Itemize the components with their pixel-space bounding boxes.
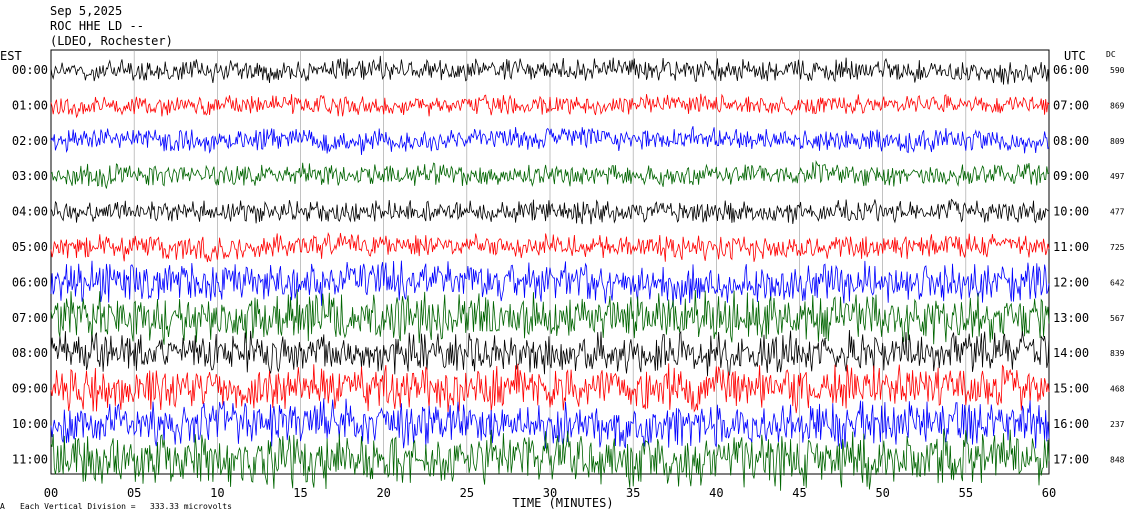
trace-line — [50, 126, 1050, 156]
utc-time-label: 16:00 — [1053, 417, 1089, 431]
est-time-label: 04:00 — [12, 205, 48, 219]
est-time-label: 01:00 — [12, 98, 48, 112]
trace-line — [50, 363, 1050, 414]
trace-line — [50, 232, 1050, 263]
dc-value-label: 809 — [1110, 137, 1125, 146]
est-time-label: 05:00 — [12, 240, 48, 254]
dc-value-label: 497 — [1110, 172, 1125, 181]
utc-time-label: 15:00 — [1053, 382, 1089, 396]
trace-line — [50, 398, 1050, 449]
trace-group — [50, 55, 1050, 491]
x-tick-group: 00 05 10 15 20 25 30 35 40 45 50 55 60 — [44, 486, 1056, 500]
dc-value-label: 468 — [1110, 385, 1125, 394]
dc-value-label: 642 — [1110, 278, 1125, 287]
row-label-group: 00:00 06:00 590 01:00 07:00 869 02:00 08:00 809 0… — [12, 63, 1125, 466]
x-axis-label: TIME (MINUTES) — [512, 496, 613, 510]
utc-time-label: 17:00 — [1053, 452, 1089, 466]
trace-line — [50, 55, 1050, 85]
dc-value-label: 869 — [1110, 101, 1125, 110]
dc-header-label: DC — [1106, 50, 1116, 59]
utc-time-label: 10:00 — [1053, 205, 1089, 219]
x-tick-label: 20 — [376, 486, 390, 500]
x-tick-label: 30 — [543, 486, 557, 500]
trace-line — [50, 160, 1050, 189]
dc-value-label: 477 — [1110, 208, 1125, 217]
dc-value-label: 590 — [1110, 66, 1125, 75]
header-date: Sep 5,2025 — [50, 4, 123, 18]
x-tick-label: 05 — [127, 486, 141, 500]
x-tick-label: 00 — [44, 486, 58, 500]
dc-value-label: 237 — [1110, 420, 1125, 429]
x-tick-label: 55 — [959, 486, 973, 500]
trace-line — [50, 289, 1050, 345]
x-tick-label: 10 — [210, 486, 224, 500]
utc-time-label: 12:00 — [1053, 275, 1089, 289]
header-station: ROC HHE LD -- — [50, 19, 144, 33]
trace-line — [50, 329, 1050, 379]
utc-time-label: 08:00 — [1053, 134, 1089, 148]
trace-line — [50, 198, 1050, 225]
utc-axis-label: UTC — [1064, 49, 1086, 63]
est-time-label: 09:00 — [12, 382, 48, 396]
utc-time-label: 06:00 — [1053, 63, 1089, 77]
utc-time-label: 11:00 — [1053, 240, 1089, 254]
dc-value-label: 848 — [1110, 455, 1125, 464]
x-tick-label: 60 — [1042, 486, 1056, 500]
footer-division-value: 333.33 microvolts — [150, 502, 232, 511]
est-time-label: 11:00 — [12, 452, 48, 466]
est-time-label: 06:00 — [12, 275, 48, 289]
x-tick-label: 50 — [875, 486, 889, 500]
x-tick-label: 40 — [709, 486, 723, 500]
x-tick-label: 35 — [626, 486, 640, 500]
utc-time-label: 09:00 — [1053, 169, 1089, 183]
est-time-label: 08:00 — [12, 346, 48, 360]
x-tick-label: 15 — [293, 486, 307, 500]
trace-line — [50, 93, 1050, 119]
utc-time-label: 07:00 — [1053, 98, 1089, 112]
plot-grid — [50, 49, 1050, 475]
trace-line — [50, 260, 1050, 308]
est-time-label: 02:00 — [12, 134, 48, 148]
footer-marker: A — [0, 502, 5, 511]
est-time-label: 03:00 — [12, 169, 48, 183]
dc-value-label: 567 — [1110, 314, 1125, 323]
utc-time-label: 13:00 — [1053, 311, 1089, 325]
footer-division-label: Each Vertical Division = — [20, 502, 136, 511]
header-network: (LDEO, Rochester) — [50, 34, 173, 48]
trace-line — [50, 428, 1050, 491]
dc-value-label: 839 — [1110, 349, 1125, 358]
est-time-label: 10:00 — [12, 417, 48, 431]
est-time-label: 07:00 — [12, 311, 48, 325]
dc-value-label: 725 — [1110, 243, 1125, 252]
x-tick-label: 25 — [460, 486, 474, 500]
utc-time-label: 14:00 — [1053, 346, 1089, 360]
est-axis-label: EST — [0, 49, 22, 63]
x-tick-label: 45 — [792, 486, 806, 500]
est-time-label: 00:00 — [12, 63, 48, 77]
